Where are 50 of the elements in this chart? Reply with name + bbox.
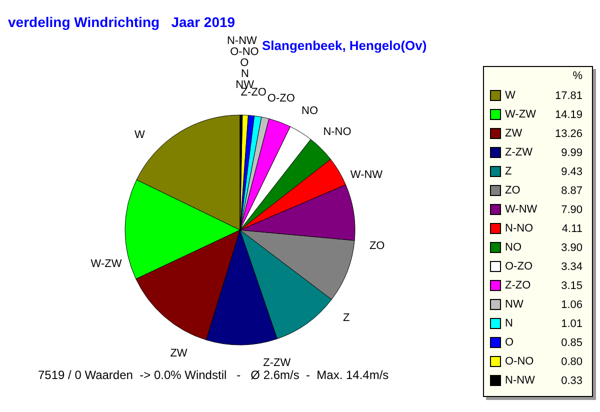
data-label: 1.01	[560, 316, 582, 330]
slice-label: Z-ZW	[263, 356, 292, 369]
slice-label: W	[134, 129, 146, 142]
data-label: 0.85	[560, 336, 582, 350]
data-label: 0.80	[560, 354, 582, 368]
data-label: 14.19	[554, 108, 582, 122]
data-label: 13.26	[554, 126, 582, 140]
category-label: N	[240, 68, 249, 80]
data-label: 3.34	[560, 260, 582, 274]
legend-label: NW	[505, 298, 524, 310]
slice-label: W-NW	[350, 168, 384, 181]
legend-label: N-NO	[505, 222, 534, 234]
data-label: 0.33	[560, 374, 582, 388]
slice-label: ZO	[369, 240, 386, 252]
data-label: 4.11	[560, 222, 582, 236]
data-label: 3.90	[560, 240, 582, 254]
legend-label: W	[505, 90, 516, 102]
chart-title: verdeling Windrichting Jaar 2019	[8, 14, 236, 30]
category-label: O-NO	[230, 46, 259, 58]
legend-label: N	[505, 318, 513, 330]
text: 7519 / 0 Waarden -> 0.0% Windstil - Ø 2.6m/s - Max. 14.4m/s	[38, 368, 389, 382]
slice-label: Z	[343, 312, 350, 324]
legend-label: W-NW	[505, 204, 538, 216]
legend-label: O	[505, 336, 514, 348]
category-label: N-NW	[226, 35, 257, 48]
category-label: O-ZO	[267, 92, 295, 104]
legend-label: ZO	[505, 184, 521, 196]
legend-label: Z-ZW	[505, 146, 534, 158]
data-label: 7.90	[560, 202, 582, 216]
data-label: 17.81	[554, 88, 582, 102]
data-label: 9.43	[560, 164, 582, 178]
data-label: 1.06	[560, 298, 582, 312]
legend-label: ZW	[505, 128, 523, 140]
legend-label: O-NO	[505, 356, 534, 368]
legend-title: %	[572, 70, 582, 82]
legend-label: N-NW	[505, 374, 536, 386]
category-label: O	[240, 57, 249, 70]
category-label: NO	[302, 104, 318, 117]
chart-subtitle: Slangenbeek, Hengelo(Ov)	[262, 38, 427, 53]
slice-label: W-ZW	[90, 258, 122, 270]
data-label: 3.15	[560, 278, 582, 292]
legend-label: W-ZW	[505, 108, 537, 120]
legend-label: Z	[505, 166, 512, 178]
slice-label: ZW	[170, 348, 188, 360]
legend-label: NO	[505, 242, 522, 254]
data-label: 8.87	[560, 184, 582, 198]
legend-label: Z-ZO	[505, 280, 532, 292]
legend-label: O-ZO	[505, 260, 533, 272]
category-label: N-NO	[323, 126, 352, 138]
data-label: 9.99	[560, 146, 582, 160]
